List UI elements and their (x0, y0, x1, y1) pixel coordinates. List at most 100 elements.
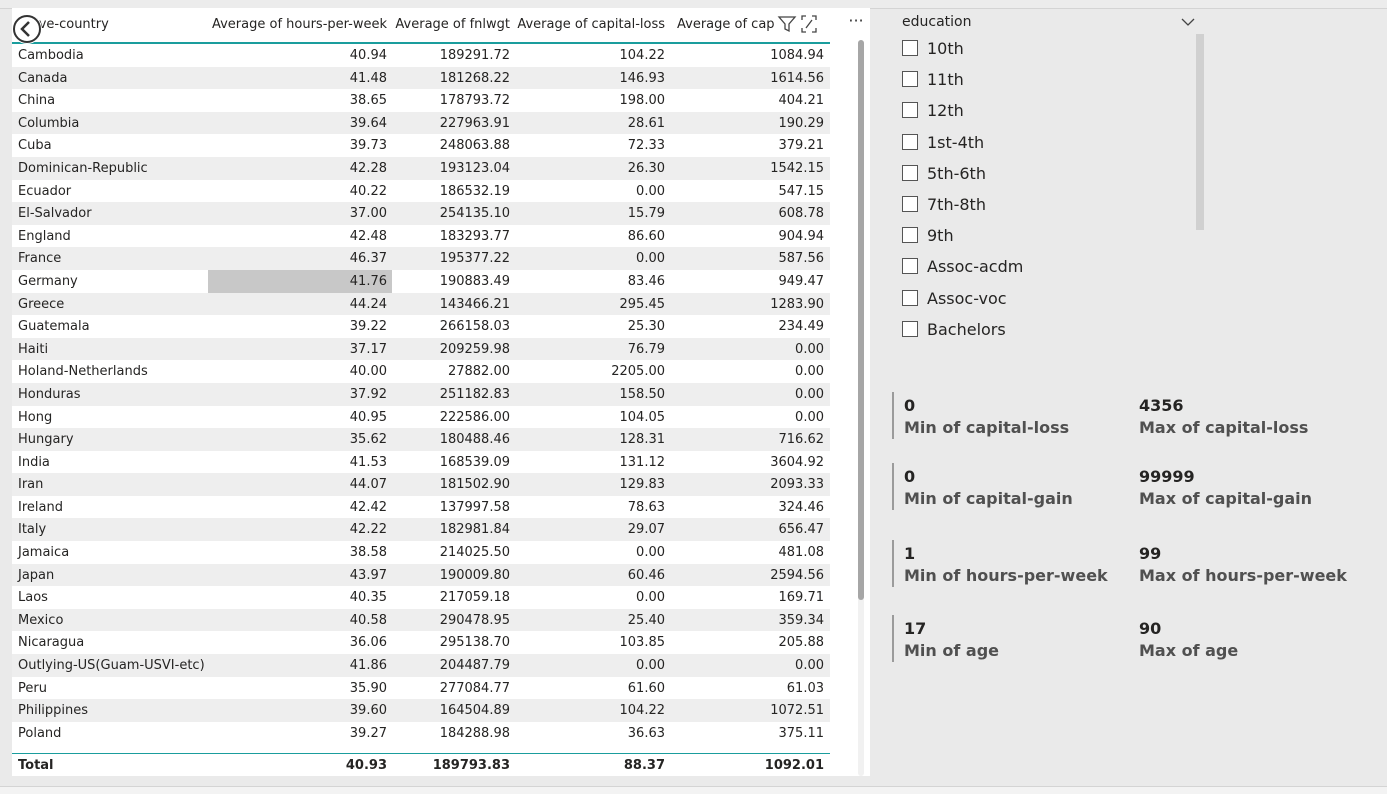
table-row[interactable]: India 41.53 168539.09 131.12 3604.92 (12, 451, 830, 474)
table-row[interactable]: Cambodia 40.94 189291.72 104.22 1084.94 (12, 44, 830, 67)
cell-native-country: Ecuador (18, 183, 72, 199)
cell-hours-per-week: 40.22 (349, 183, 387, 199)
cell-hours-per-week: 41.86 (349, 658, 387, 674)
checkbox[interactable] (902, 40, 918, 56)
column-header-hours-per-week[interactable]: Average of hours-per-week (211, 17, 387, 32)
more-options-button[interactable]: ··· (842, 12, 870, 36)
table-row[interactable]: Peru 35.90 277084.77 61.60 61.03 (12, 677, 830, 700)
cell-capital-loss: 78.63 (627, 499, 665, 515)
checkbox[interactable] (902, 320, 918, 337)
cell-native-country: Hungary (18, 432, 74, 448)
cell-capital-loss: 104.22 (619, 703, 666, 719)
checkbox[interactable] (902, 258, 918, 275)
cell-fnlwgt: 248063.88 (439, 138, 510, 154)
table-row[interactable]: Nicaragua 36.06 295138.70 103.85 205.88 (12, 631, 830, 654)
table-row[interactable]: Ecuador 40.22 186532.19 0.00 547.15 (12, 180, 830, 203)
column-header-capital-gain[interactable]: Average of cap (677, 17, 775, 32)
table-row[interactable]: Haiti 37.17 209259.98 76.79 0.00 (12, 337, 830, 361)
slicer-item[interactable]: 11th (902, 67, 1192, 98)
checkbox[interactable] (902, 227, 918, 244)
column-header-native-country[interactable]: tive-country (30, 17, 109, 32)
chevron-down-icon[interactable] (1180, 14, 1196, 28)
checkbox[interactable] (902, 289, 918, 306)
cell-capital-loss: 60.46 (627, 567, 665, 583)
slicer-item[interactable]: Assoc-voc (902, 286, 1192, 317)
cell-fnlwgt: 143466.21 (439, 296, 510, 312)
table-row[interactable]: Philippines 39.60 164504.89 104.22 1072.51 (12, 699, 830, 722)
table-row[interactable]: China 38.65 178793.72 198.00 404.21 (12, 89, 830, 112)
table-row[interactable]: Honduras 37.92 251182.83 158.50 0.00 (12, 382, 830, 406)
cell-native-country: Honduras (18, 386, 81, 402)
cell-fnlwgt: 181502.90 (439, 477, 510, 493)
slicer-scrollbar[interactable] (1196, 34, 1204, 230)
table-row[interactable]: Canada 41.48 181268.22 146.93 1614.56 (12, 66, 830, 90)
checkbox[interactable] (902, 133, 918, 150)
cell-capital-loss: 104.22 (619, 48, 666, 63)
cell-native-country: England (18, 228, 71, 244)
slicer-item-label: 9th (927, 226, 954, 246)
table-row[interactable]: Hungary 35.62 180488.46 128.31 716.62 (12, 428, 830, 451)
table-row[interactable]: Outlying-US(Guam-USVI-etc) 41.86 204487.79… (12, 654, 830, 677)
table-row[interactable]: Hong 40.95 222586.00 104.05 0.00 (12, 406, 830, 429)
slicer-item-label: 11th (927, 70, 964, 90)
column-header-capital-loss[interactable]: Average of capital-loss (517, 17, 665, 32)
slicer-item[interactable]: 9th (902, 223, 1192, 254)
table-row[interactable]: Columbia 39.64 227963.91 28.61 190.29 (12, 111, 830, 135)
table-row[interactable]: Dominican-Republic 42.28 193123.04 26.30 154… (12, 156, 830, 180)
table-visual[interactable]: tive-country Average of hours-per-week A… (12, 8, 870, 776)
cell-capital-gain: 359.34 (778, 612, 825, 628)
filter-icon[interactable] (776, 11, 798, 37)
slicer-item[interactable]: 5th-6th (902, 161, 1192, 192)
table-scroll-thumb[interactable] (858, 40, 864, 600)
slicer-item[interactable]: 1st-4th (902, 130, 1192, 161)
table-row[interactable]: Jamaica 38.58 214025.50 0.00 481.08 (12, 541, 830, 564)
cell-hours-per-week: 41.76 (349, 273, 387, 289)
checkbox[interactable] (902, 71, 918, 88)
cell-capital-loss: 0.00 (636, 658, 665, 674)
checkbox[interactable] (902, 164, 918, 181)
table-row[interactable]: England 42.48 183293.77 86.60 904.94 (12, 225, 830, 248)
slicer-item[interactable]: 7th-8th (902, 192, 1192, 223)
cell-capital-gain: 0.00 (795, 386, 824, 402)
table-row[interactable]: Italy 42.22 182981.84 29.07 656.47 (12, 518, 830, 542)
cell-native-country: Dominican-Republic (18, 160, 148, 176)
table-row[interactable]: Mexico 40.58 290478.95 25.40 359.34 (12, 608, 830, 632)
cell-capital-loss: 0.00 (636, 251, 665, 267)
cell-capital-loss: 158.50 (619, 386, 666, 402)
table-row[interactable]: Laos 40.35 217059.18 0.00 169.71 (12, 586, 830, 609)
cell-capital-gain: 379.21 (778, 138, 825, 154)
slicer-item-label: 5th-6th (927, 163, 986, 183)
slicer-item-label: 10th (927, 39, 964, 58)
table-row[interactable]: Poland 39.27 184288.98 36.63 375.11 (12, 722, 830, 745)
column-header-fnlwgt[interactable]: Average of fnlwgt (395, 17, 510, 32)
table-row[interactable]: Holand-Netherlands 40.00 27882.00 2205.00 0.… (12, 360, 830, 383)
back-icon[interactable] (12, 14, 42, 44)
checkbox[interactable] (902, 195, 918, 212)
slicer-item[interactable]: Assoc-acdm (902, 254, 1192, 285)
cell-hours-per-week: 39.73 (349, 138, 387, 154)
table-row[interactable]: El-Salvador 37.00 254135.10 15.79 608.78 (12, 202, 830, 225)
card-accent-bar (892, 392, 894, 439)
table-row[interactable]: Guatemala 39.22 266158.03 25.30 234.49 (12, 315, 830, 338)
card-label: Min of capital-loss (904, 418, 1070, 437)
slicer-item[interactable]: Bachelors (902, 317, 1192, 348)
cell-capital-loss: 29.07 (627, 522, 665, 538)
cell-capital-loss: 2205.00 (611, 364, 665, 380)
table-row[interactable]: Cuba 39.73 248063.88 72.33 379.21 (12, 134, 830, 157)
table-row[interactable]: Iran 44.07 181502.90 129.83 2093.33 (12, 473, 830, 496)
focus-mode-icon[interactable] (798, 11, 820, 37)
slicer-item[interactable]: 10th (902, 36, 1192, 67)
checkbox[interactable] (902, 102, 918, 119)
table-scrollbar[interactable] (858, 40, 864, 776)
table-row[interactable]: France 46.37 195377.22 0.00 587.56 (12, 247, 830, 270)
cell-fnlwgt: 186532.19 (439, 183, 510, 199)
table-row[interactable]: Ireland 42.42 137997.58 78.63 324.46 (12, 496, 830, 519)
cell-fnlwgt: 266158.03 (439, 319, 510, 335)
table-row[interactable]: Greece 44.24 143466.21 295.45 1283.90 (12, 292, 830, 316)
table-row[interactable]: Japan 43.97 190009.80 60.46 2594.56 (12, 563, 830, 587)
cell-capital-loss: 25.40 (627, 612, 665, 628)
slicer-item[interactable]: 12th (902, 98, 1192, 129)
table-row[interactable]: Germany 41.76 190883.49 83.46 949.47 (12, 269, 830, 293)
cell-hours-per-week: 39.60 (349, 703, 387, 719)
card-max-age: 90 Max of age (1127, 615, 1347, 675)
